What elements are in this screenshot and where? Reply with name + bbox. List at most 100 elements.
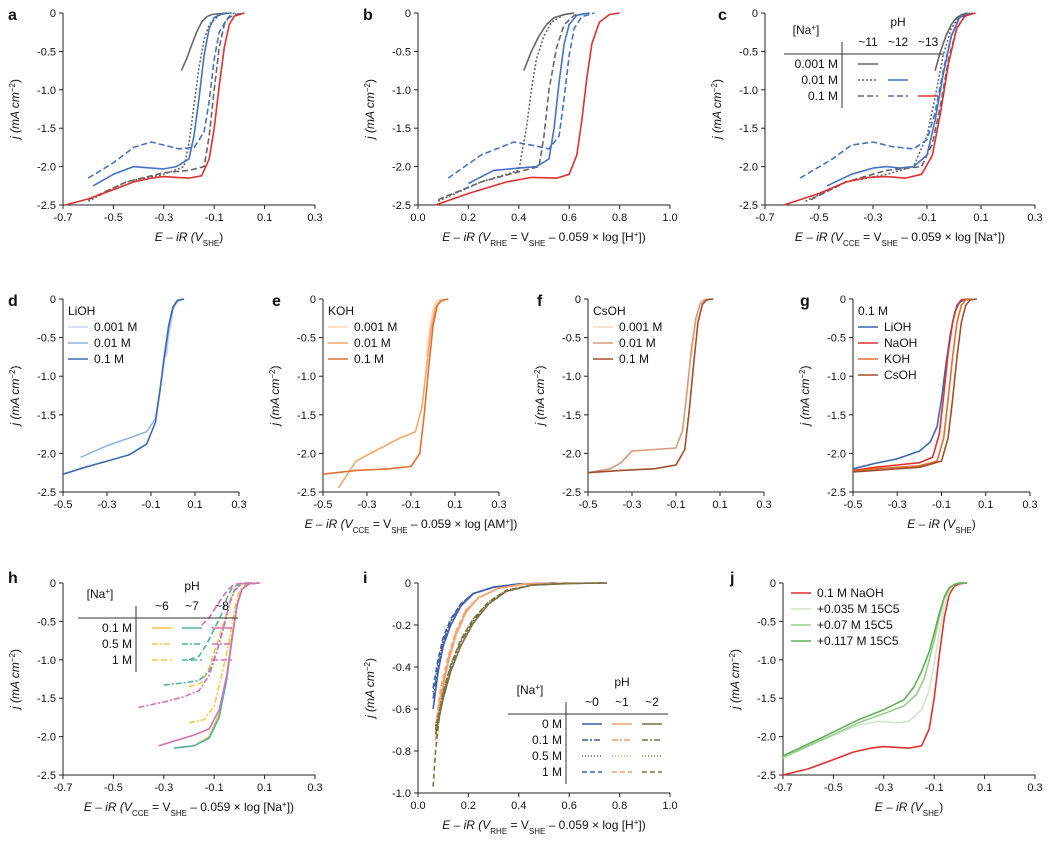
legend-row-label: 1 M — [112, 653, 132, 667]
legend-ph-header: pH — [184, 579, 199, 593]
y-axis-label-tail: ) — [798, 365, 812, 369]
y-tick-label: -1.0 — [739, 85, 758, 97]
y-tick-label: -1.5 — [562, 410, 581, 422]
y-axis-label-tail: ) — [710, 79, 724, 83]
y-tick-label: -1.5 — [827, 410, 846, 422]
legend-c: [Na+] pH ~11 ~12 ~13 0.001 M 0.01 M 0.1 M — [784, 15, 944, 108]
panel-h: h -0.7 -0.5 -0.3 -0.1 0.1 0.3 0 -0.5 -1.0 -1.5 -2.0… — [8, 570, 323, 818]
axes — [62, 13, 315, 206]
panel-b: b 0.0 0.2 0.4 0.6 0.8 1.0 0 -0.5 -1.0 -1.5 -2.0 -2.5… — [363, 7, 678, 248]
series-line — [432, 582, 557, 689]
legend-h: [Na+] pH ~6 ~7 ~8 0.1 M 0.5 M 1 M — [78, 579, 238, 672]
x-axis-label-main: E – iR (V — [907, 517, 956, 531]
x-tick-label: 0.3 — [307, 782, 322, 794]
y-tick-label: -1.5 — [392, 123, 411, 135]
panel-g: g -0.5 -0.3 -0.1 0.1 0.3 0 -0.5 -1.0 -1.5 -2.0 -2.5… — [798, 293, 1038, 535]
x-tick-label: -0.5 — [104, 782, 123, 794]
legend-row-label: 0.001 M — [795, 57, 838, 71]
y-tick-label: -2.5 — [37, 200, 56, 212]
legend-title: CsOH — [593, 304, 626, 318]
y-axis-label: j (mA cm−2) — [363, 79, 378, 141]
y-axis-label-sup: −2 — [8, 652, 17, 662]
y-tick-label: -2.5 — [37, 487, 56, 499]
panel-letter: f — [537, 293, 543, 310]
legend-row-label: 0.01 M — [801, 73, 838, 87]
legend-ph-col: ~8 — [215, 599, 229, 613]
x-tick-label: -0.1 — [667, 499, 686, 511]
y-axis-label-sup: −2 — [268, 369, 277, 379]
series-line — [188, 582, 258, 724]
legend-item-label: LiOH — [884, 320, 911, 334]
y-axis-label-main: j (mA cm — [728, 662, 742, 711]
x-axis-label-tail2: – 0.059 × log [Na — [187, 800, 282, 814]
x-axis-label-tail: ) — [219, 230, 223, 244]
x-tick-label: 0.1 — [257, 782, 272, 794]
x-tick-label: -0.1 — [142, 499, 161, 511]
y-axis-label-tail: ) — [268, 365, 282, 369]
y-axis-label-main: j (mA cm — [710, 92, 724, 141]
x-axis-label-sub: RHE — [490, 239, 507, 248]
panel-letter: h — [8, 570, 18, 587]
panel-i: i 0.0 0.2 0.4 0.6 0.8 1.0 0 -0.2 -0.4 -0.6 -0.8 -1.0… — [363, 570, 678, 836]
x-tick-label: -0.1 — [932, 499, 951, 511]
legend-ph-col: ~13 — [918, 35, 939, 49]
y-tick-label: -1.5 — [297, 410, 316, 422]
y-tick-label: -0.5 — [37, 616, 56, 628]
panel-letter: e — [272, 293, 281, 310]
x-axis-label-sub: RHE — [490, 827, 507, 836]
legend-g: 0.1 M LiOH NaOH KOH CsOH — [858, 304, 917, 382]
x-tick-label: 0.3 — [756, 499, 771, 511]
legend-item-label: KOH — [884, 352, 910, 366]
y-tick-label: -1.5 — [37, 410, 56, 422]
x-axis-label-sub: SHE — [203, 239, 219, 248]
series-line — [434, 582, 608, 726]
y-tick-label: -2.0 — [37, 732, 56, 744]
legend-item-label: 0.01 M — [619, 336, 656, 350]
x-tick-label: -0.1 — [205, 782, 224, 794]
x-axis-label-tail3: ]) — [638, 818, 645, 832]
x-axis-label-main: E – iR (V — [155, 230, 204, 244]
y-tick-label: -0.6 — [392, 704, 411, 716]
legend-ph-col: ~11 — [858, 35, 878, 49]
series-line — [434, 582, 570, 726]
y-axis-label-main: j (mA cm — [8, 662, 22, 711]
legend-item-label: 0.1 M — [619, 352, 649, 366]
x-axis-label-sup2: + — [993, 230, 998, 239]
y-tick-label: -0.5 — [392, 46, 411, 58]
legend-row-label: 0.5 M — [102, 637, 132, 651]
y-tick-label: -0.5 — [37, 46, 56, 58]
x-axis-label-sub2: SHE — [529, 239, 545, 248]
x-tick-label: -0.5 — [54, 499, 73, 511]
panel-letter: g — [800, 293, 810, 310]
series-line — [852, 298, 969, 472]
series-line — [587, 298, 714, 474]
x-tick-label: -0.3 — [98, 499, 117, 511]
y-tick-label: -0.4 — [392, 662, 411, 674]
x-axis-label: E – iR (VSHE) — [155, 230, 223, 248]
x-tick-label: 0.1 — [978, 499, 993, 511]
y-axis-label-sup: −2 — [363, 661, 372, 671]
series-line — [87, 12, 235, 201]
x-axis-label-tail: = V — [370, 517, 392, 531]
y-tick-label: -1.5 — [757, 693, 776, 705]
x-tick-label: -0.3 — [864, 212, 883, 224]
y-axis-label: j (mA cm−2) — [798, 365, 813, 427]
y-tick-label: -2.0 — [37, 448, 56, 460]
x-axis-label: E – iR (VRHE = VSHE – 0.059 × log [H+]) — [442, 230, 645, 248]
series-line — [437, 12, 590, 201]
series-line — [852, 298, 973, 472]
legend-ph-col: ~12 — [888, 35, 909, 49]
y-tick-label: -2.5 — [37, 770, 56, 782]
y-axis-label-tail: ) — [363, 658, 377, 662]
legend-item-label: 0.01 M — [94, 336, 131, 350]
y-axis-label-sup: −2 — [798, 369, 807, 379]
series-line — [201, 582, 250, 626]
series-line — [783, 12, 976, 206]
x-tick-label: 1.0 — [662, 800, 677, 812]
y-tick-label: -0.2 — [392, 620, 411, 632]
x-axis-label-tail: ) — [972, 517, 976, 531]
series-line — [805, 12, 968, 202]
legend-item-label: 0.001 M — [619, 320, 662, 334]
y-tick-label: 0 — [770, 578, 776, 590]
